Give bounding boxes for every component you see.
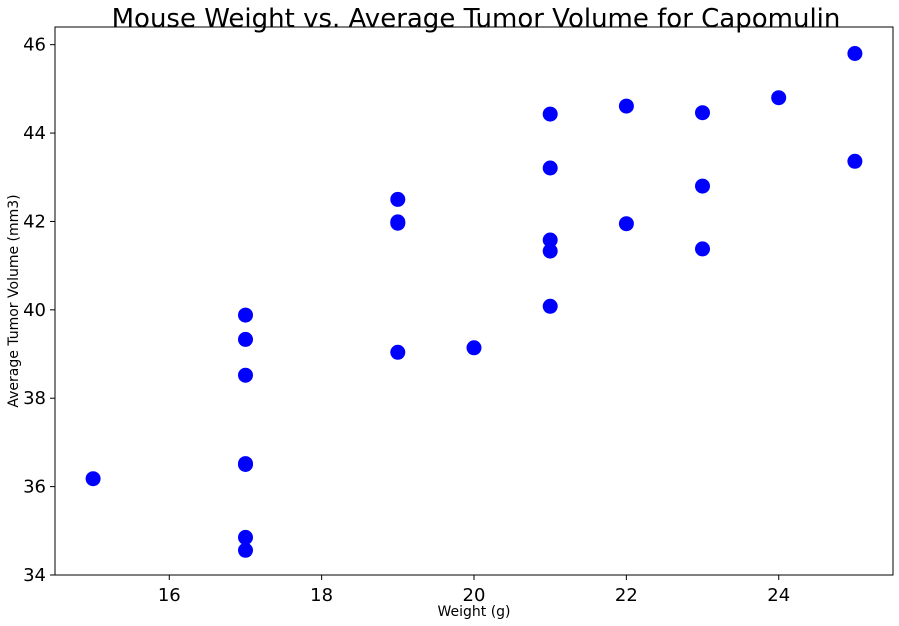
data-point-2 bbox=[238, 529, 253, 545]
y-tick-label: 42 bbox=[23, 211, 46, 232]
y-tick-label: 36 bbox=[23, 477, 46, 498]
y-tick-label: 34 bbox=[23, 565, 46, 586]
data-point-25 bbox=[847, 46, 863, 61]
data-point-5 bbox=[238, 367, 253, 383]
data-point-12 bbox=[466, 340, 482, 356]
data-point-24 bbox=[847, 153, 863, 169]
x-tick-label: 20 bbox=[463, 585, 486, 606]
data-point-23 bbox=[771, 90, 787, 106]
data-point-17 bbox=[542, 106, 558, 122]
data-point-15 bbox=[542, 232, 558, 248]
data-point-19 bbox=[618, 98, 634, 114]
data-point-0 bbox=[85, 471, 101, 487]
data-point-8 bbox=[390, 344, 406, 360]
data-point-20 bbox=[695, 241, 710, 257]
x-axis: 16 18 20 22 24 bbox=[158, 575, 790, 606]
y-tick-label: 40 bbox=[23, 300, 46, 321]
y-tick-label: 46 bbox=[23, 35, 46, 56]
x-axis-label: Weight (g) bbox=[437, 604, 510, 620]
data-point-14 bbox=[542, 243, 558, 259]
data-point-21 bbox=[695, 178, 710, 194]
data-points bbox=[85, 46, 863, 558]
data-point-11 bbox=[390, 191, 406, 207]
y-tick-label: 38 bbox=[23, 388, 46, 409]
data-point-10 bbox=[390, 214, 406, 230]
data-point-13 bbox=[542, 298, 558, 314]
data-point-4 bbox=[238, 456, 253, 472]
chart-title: Mouse Weight vs. Average Tumor Volume fo… bbox=[112, 4, 841, 34]
x-tick-label: 22 bbox=[615, 585, 638, 606]
data-point-7 bbox=[238, 307, 253, 323]
data-point-1 bbox=[238, 542, 253, 558]
x-tick-label: 24 bbox=[767, 585, 790, 606]
y-axis: 34 36 38 40 42 44 46 bbox=[23, 35, 55, 586]
x-tick-label: 18 bbox=[310, 585, 333, 606]
plot-frame bbox=[54, 26, 894, 576]
x-tick-label: 16 bbox=[158, 585, 181, 606]
data-point-16 bbox=[542, 160, 558, 176]
data-point-22 bbox=[695, 105, 710, 121]
data-point-6 bbox=[238, 331, 253, 347]
data-point-18 bbox=[618, 216, 634, 232]
y-tick-label: 44 bbox=[23, 123, 46, 144]
y-axis-label: Average Tumor Volume (mm3) bbox=[6, 194, 22, 407]
